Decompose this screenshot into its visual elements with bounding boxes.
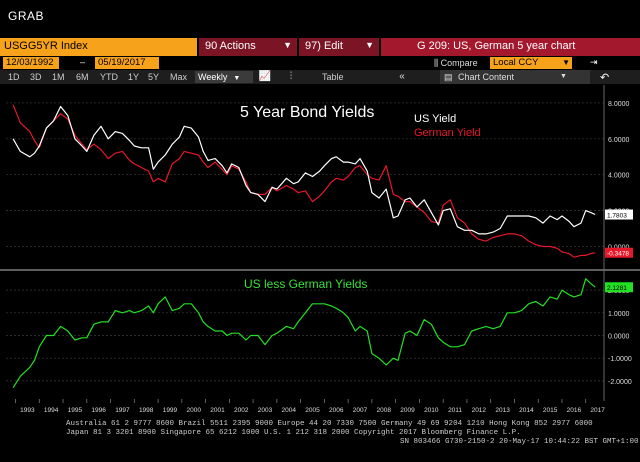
bar-type-icon[interactable]: ⫶ (289, 71, 293, 82)
start-date-field[interactable]: 12/03/1992 (3, 57, 59, 69)
period-1d[interactable]: 1D (8, 72, 20, 82)
x-tick-label: 1994 (44, 407, 59, 414)
x-tick-label: 2010 (424, 407, 439, 414)
x-tick-label: 2007 (353, 407, 368, 414)
window-title: GRAB (8, 9, 45, 23)
period-6m[interactable]: 6M (76, 72, 89, 82)
collapse-icon[interactable]: « (399, 71, 405, 82)
chart-background (0, 85, 640, 420)
x-tick-label: 2012 (472, 407, 487, 414)
x-tick-label: 2004 (282, 407, 297, 414)
x-tick-label: 2006 (329, 407, 344, 414)
period-1y[interactable]: 1Y (128, 72, 140, 82)
edit-label: 97) Edit (305, 40, 343, 52)
y-tick-label: 8.0000 (608, 101, 630, 108)
x-tick-label: 2001 (210, 407, 225, 414)
y-tick-label: 6.0000 (608, 137, 630, 144)
bars-icon: ⫼ (434, 58, 441, 68)
chart-content-label: Chart Content (458, 72, 515, 82)
x-tick-label: 2015 (543, 407, 558, 414)
compare-text: Compare (440, 58, 478, 68)
actions-label: 90 Actions (205, 40, 256, 52)
currency-value: Local CCY (493, 57, 539, 68)
footer: Australia 61 2 9777 8600 Brazil 5511 239… (0, 420, 640, 462)
x-tick-label: 2003 (258, 407, 273, 414)
x-tick-label: 2005 (305, 407, 320, 414)
chevron-down-icon: ▼ (365, 40, 374, 50)
chart-toolbar: 1D 3D 1M 6M YTD 1Y 5Y Max Weekly ▼ 📈 ⫶ Ta… (0, 70, 640, 84)
y-tick-label: -2.0000 (608, 379, 632, 386)
compare-label: ⫼ Compare (434, 58, 478, 69)
spread-line (12, 278, 596, 389)
us-last-value: 1.7803 (607, 213, 627, 220)
y-tick-label: -1.0000 (608, 356, 632, 363)
legend-us-yield: US Yield (414, 113, 456, 125)
upper-chart-title: 5 Year Bond Yields (240, 104, 374, 121)
x-tick-label: 1995 (68, 407, 83, 414)
chart-content-button[interactable]: ▤ Chart Content ▼ (440, 70, 590, 84)
frequency-value: Weekly (198, 72, 228, 82)
table-button[interactable]: Table (322, 72, 344, 82)
date-range-dash: – (80, 57, 86, 67)
lower-chart-title: US less German Yields (244, 277, 367, 291)
period-5y[interactable]: 5Y (148, 72, 160, 82)
edit-menu-button[interactable]: 97) Edit ▼ (299, 38, 379, 56)
us-yield-line (12, 105, 596, 235)
x-tick-label: 1999 (163, 407, 178, 414)
forward-icon[interactable]: ⇥ (590, 57, 598, 67)
x-axis: 1993 1994 1995 1996 1997 1998 1999 2000 2001 2002… (15, 399, 605, 414)
chart-area: 5 Year Bond Yields US Yield German Yield… (0, 85, 640, 420)
x-tick-label: 2000 (186, 407, 201, 414)
x-tick-label: 2008 (377, 407, 392, 414)
chart-series (12, 104, 596, 389)
x-tick-label: 2014 (519, 407, 534, 414)
period-ytd[interactable]: YTD (100, 72, 118, 82)
graph-title-field[interactable]: G 209: US, German 5 year chart (381, 38, 640, 56)
x-tick-label: 2013 (495, 407, 510, 414)
y-tick-label: 0.0000 (608, 334, 630, 341)
chevron-down-icon: ▼ (233, 75, 241, 82)
frequency-select[interactable]: Weekly ▼ (195, 71, 253, 83)
x-tick-label: 2016 (567, 407, 582, 414)
x-tick-label: 1996 (91, 407, 106, 414)
spread-last-value-box (605, 282, 633, 293)
actions-menu-button[interactable]: 90 Actions ▼ (199, 38, 297, 56)
y-tick-label: 1.0000 (608, 311, 630, 318)
x-tick-label: 2002 (234, 407, 249, 414)
period-3d[interactable]: 3D (30, 72, 42, 82)
undo-icon[interactable]: ↶ (600, 72, 610, 84)
german-last-value: -0.3478 (607, 251, 629, 258)
spread-last-value: 2.1281 (607, 285, 627, 292)
ticker-input[interactable]: USGG5YR Index (0, 38, 197, 56)
x-tick-label: 2017 (590, 407, 605, 414)
x-tick-label: 1998 (139, 407, 154, 414)
currency-select[interactable]: Local CCY ▼ (490, 57, 572, 69)
x-tick-label: 2009 (400, 407, 415, 414)
date-bar: 12/03/1992 – 05/19/2017 ⫼ Compare Local … (0, 57, 640, 70)
footer-contact-line-1: Australia 61 2 9777 8600 Brazil 5511 239… (66, 420, 593, 428)
chevron-down-icon: ▼ (562, 58, 570, 67)
line-chart-icon[interactable]: 📈 (258, 71, 272, 82)
command-bar: USGG5YR Index 90 Actions ▼ 97) Edit ▼ G … (0, 38, 640, 56)
end-date-field[interactable]: 05/19/2017 (95, 57, 159, 69)
x-tick-label: 1997 (115, 407, 130, 414)
german-yield-line (12, 104, 596, 258)
footer-timestamp-line: SN 803466 G730-2150-2 20-May-17 10:44:22… (400, 438, 639, 446)
legend-german-yield: German Yield (414, 127, 481, 139)
period-1m[interactable]: 1M (52, 72, 65, 82)
us-last-value-box (605, 209, 633, 220)
last-value-tags: 1.7803 -0.3478 2.1281 (605, 209, 633, 293)
window-titlebar: GRAB (0, 0, 640, 36)
x-tick-label: 1993 (20, 407, 35, 414)
period-max[interactable]: Max (170, 72, 188, 82)
chevron-down-icon: ▼ (560, 73, 567, 80)
german-last-value-box (605, 247, 633, 258)
chevron-down-icon: ▼ (283, 40, 292, 50)
x-tick-label: 2011 (448, 407, 462, 414)
y-tick-label: 4.0000 (608, 173, 630, 180)
footer-contact-line-2: Japan 81 3 3201 8900 Singapore 65 6212 1… (66, 429, 521, 437)
content-list-icon: ▤ (444, 72, 453, 82)
